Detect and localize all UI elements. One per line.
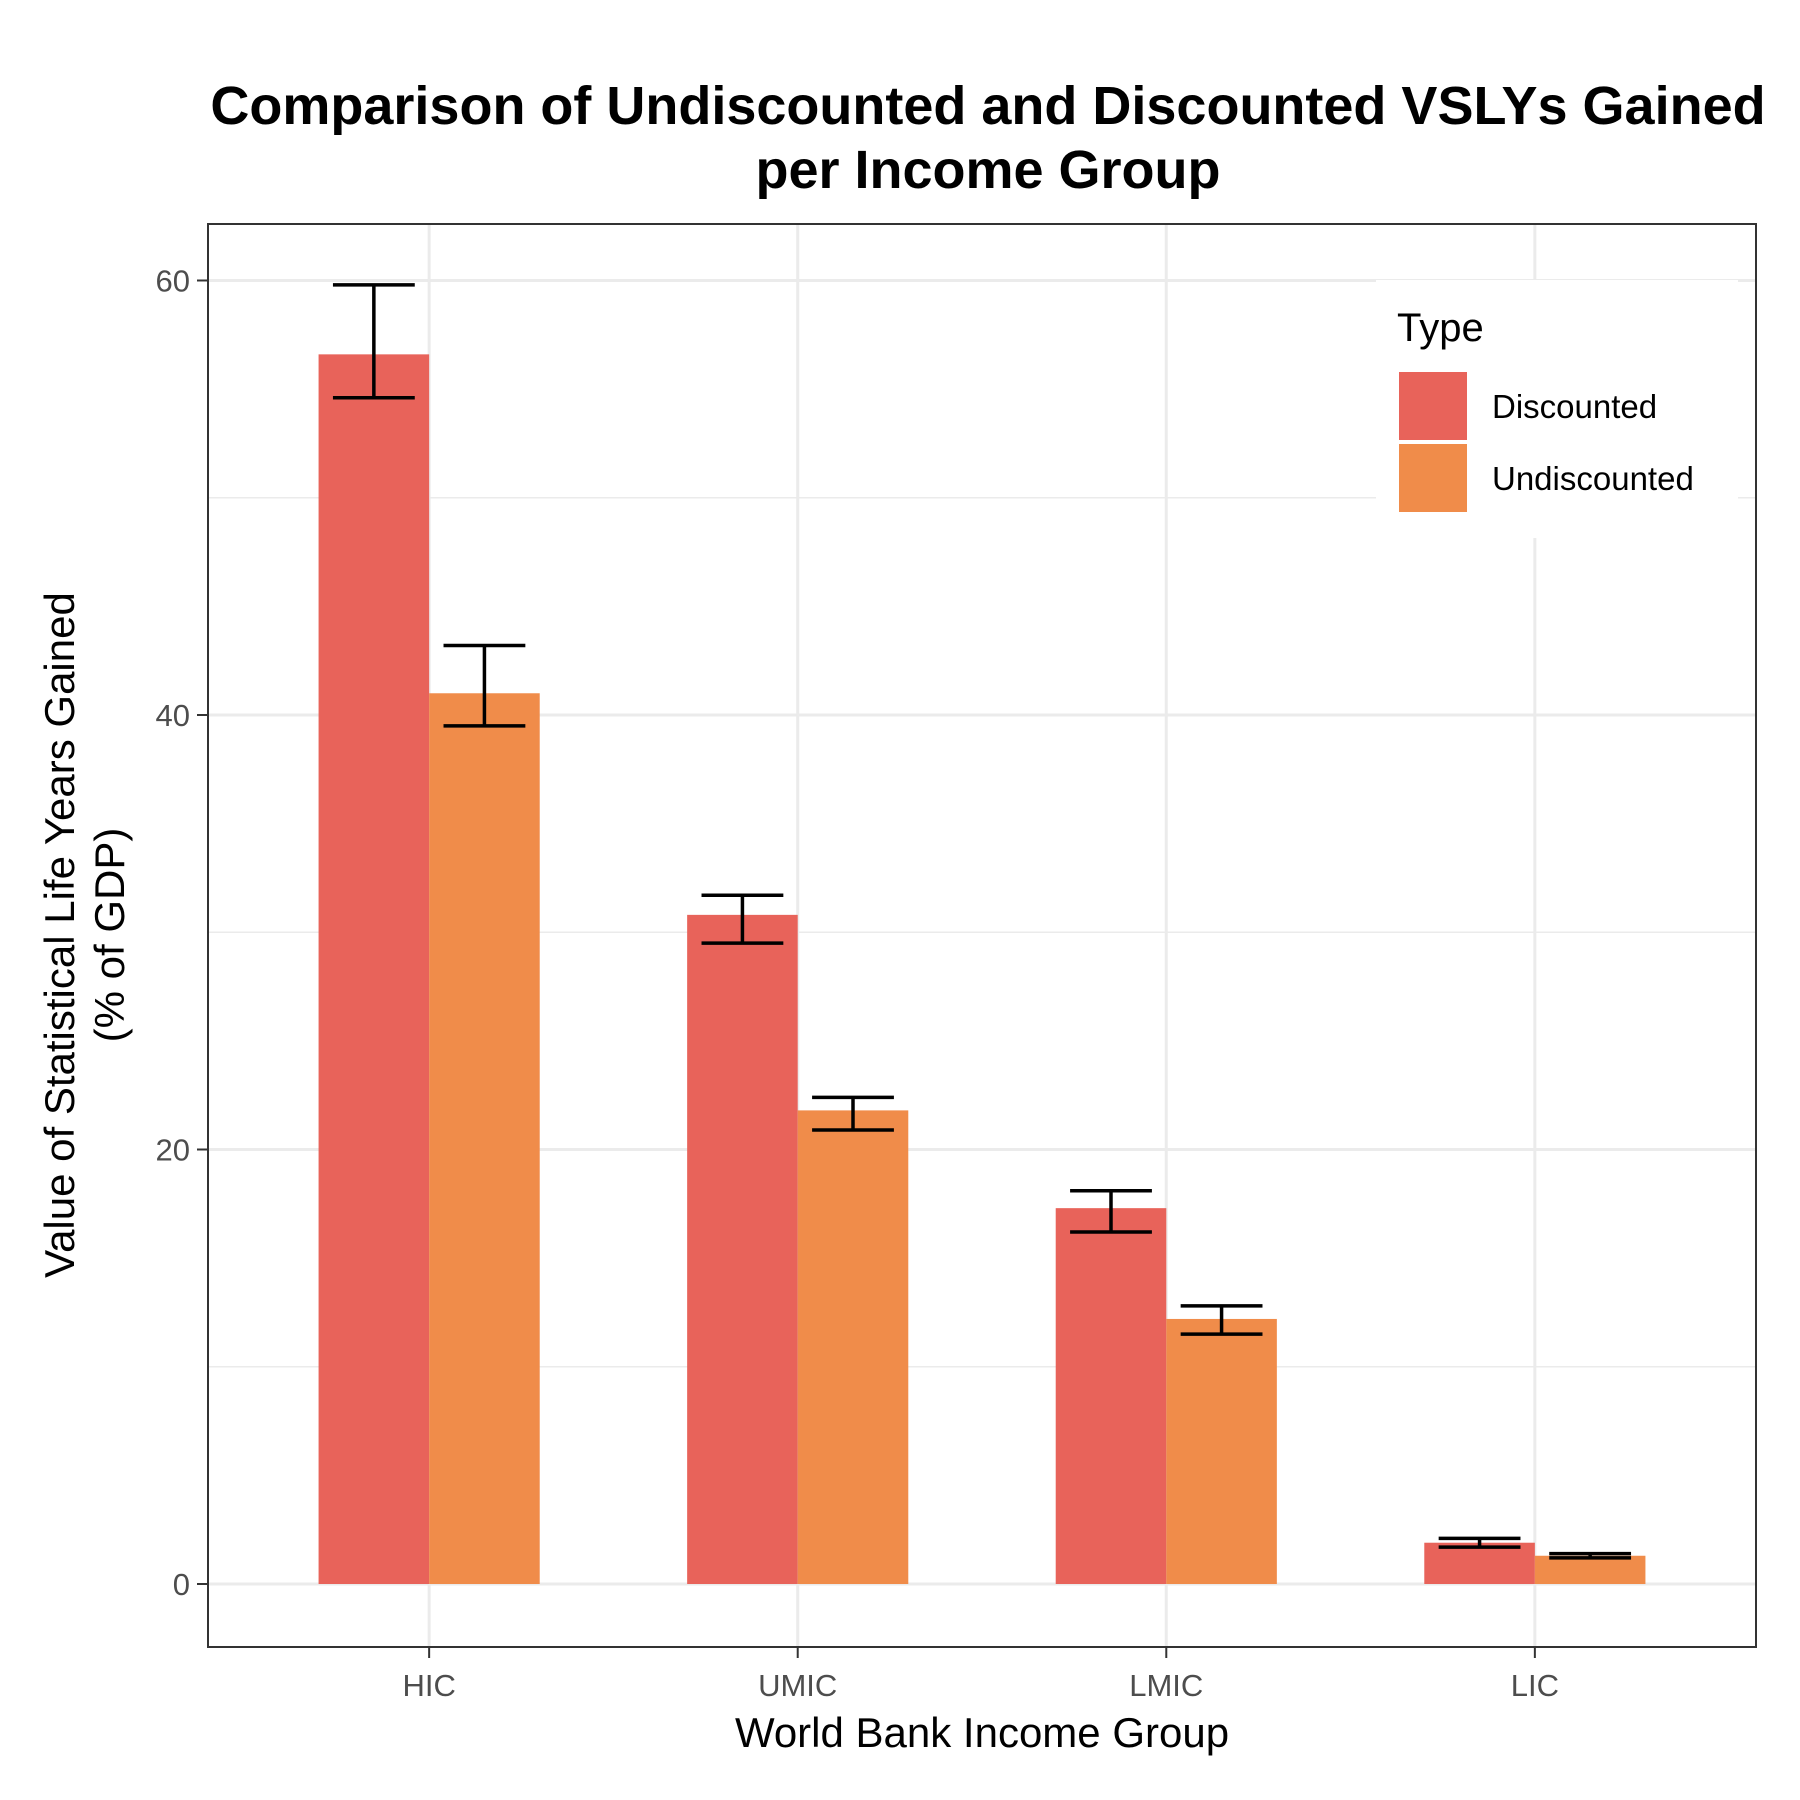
error-bars: [332, 283, 1632, 1560]
y-tick-label: 0: [173, 1567, 190, 1602]
error-bar-discounted-lmic: [1070, 1189, 1152, 1234]
legend: Type Discounted Undiscounted: [1376, 280, 1738, 538]
x-tick-label: HIC: [402, 1668, 455, 1703]
bars: [318, 354, 1646, 1584]
x-tick-label: UMIC: [758, 1668, 837, 1703]
x-axis: HIC UMIC LMIC LIC: [402, 1647, 1559, 1703]
chart-title-line: Comparison of Undiscounted and Discounte…: [210, 76, 1765, 136]
x-axis-title: World Bank Income Group: [735, 1709, 1229, 1756]
y-tick-label: 40: [156, 698, 190, 733]
y-axis-title-line: (% of GDP): [86, 828, 133, 1043]
error-bar-undiscounted-lmic: [1180, 1304, 1263, 1336]
error-bar-discounted-lic: [1438, 1536, 1521, 1549]
y-axis-title: Value of Statistical Life Years Gained (%…: [36, 592, 133, 1278]
legend-key-discounted: [1399, 372, 1467, 440]
chart-title: Comparison of Undiscounted and Discounte…: [210, 76, 1765, 200]
y-tick-label: 20: [156, 1132, 190, 1167]
y-tick-label: 60: [156, 263, 190, 298]
bar-undiscounted-umic: [797, 1110, 909, 1584]
y-axis: 0 20 40 60: [156, 263, 208, 1602]
bar-discounted-lic: [1424, 1542, 1535, 1584]
x-tick-label: LIC: [1511, 1668, 1559, 1703]
plot-border: [207, 223, 1757, 1648]
bar-discounted-hic: [318, 354, 430, 1584]
bar-discounted-lmic: [1055, 1208, 1167, 1584]
chart-title-line: per Income Group: [755, 140, 1220, 200]
error-bar-discounted-hic: [332, 283, 415, 400]
x-tick-label: LMIC: [1129, 1668, 1203, 1703]
bar-discounted-umic: [687, 914, 798, 1584]
error-bar-undiscounted-lic: [1549, 1551, 1632, 1560]
legend-title: Type: [1397, 306, 1484, 350]
error-bar-undiscounted-hic: [443, 643, 526, 728]
legend-key-undiscounted: [1399, 444, 1467, 512]
legend-label-undiscounted: Undiscounted: [1492, 460, 1694, 497]
bar-undiscounted-hic: [429, 693, 540, 1584]
error-bar-discounted-umic: [701, 893, 784, 945]
error-bar-undiscounted-umic: [812, 1095, 894, 1132]
legend-label-discounted: Discounted: [1492, 388, 1657, 425]
bar-undiscounted-lic: [1534, 1555, 1646, 1584]
bar-undiscounted-lmic: [1166, 1318, 1277, 1584]
y-axis-title-line: Value of Statistical Life Years Gained: [36, 592, 83, 1278]
